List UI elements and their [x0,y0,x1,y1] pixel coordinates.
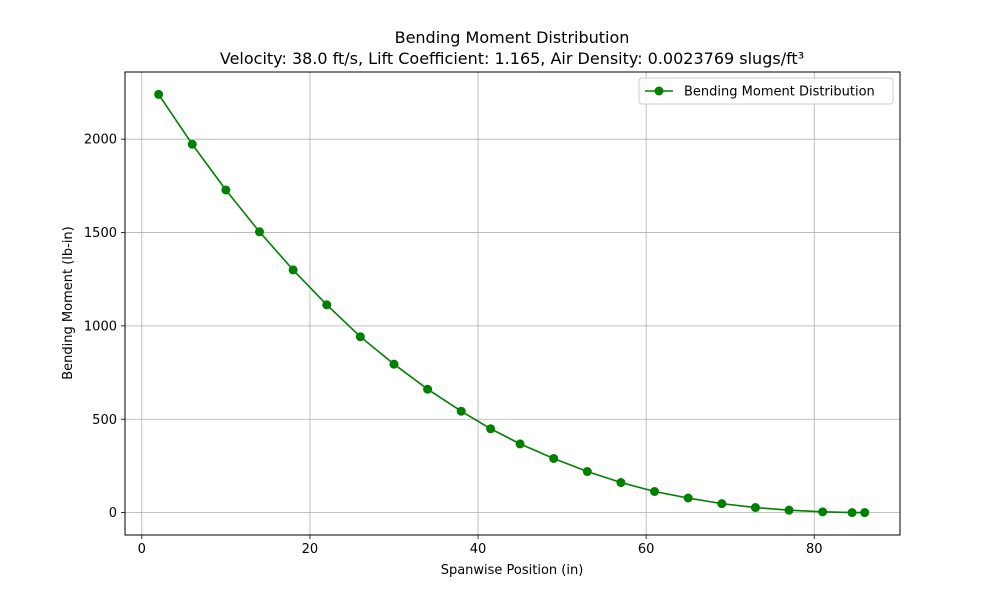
data-point [221,185,231,195]
x-tick-label: 40 [470,542,487,557]
x-tick-label: 60 [638,542,655,557]
legend-entry-label: Bending Moment Distribution [684,85,875,100]
data-point [650,487,660,497]
data-point [515,439,525,449]
grid [125,72,900,535]
data-point [355,332,365,342]
data-point [486,424,496,434]
y-axis-label: Bending Moment (lb-in) [61,226,76,380]
data-point [423,384,433,394]
x-tick-label: 20 [302,542,319,557]
legend-box [638,77,894,105]
axis-ticks: 0 20 40 60 80 0 500 1000 1500 2000 [84,133,823,557]
x-tick-label: 0 [138,542,146,557]
y-tick-label: 1000 [84,319,117,334]
data-point [187,139,197,149]
data-point [784,505,794,515]
plot-frame [124,71,901,536]
legend: Bending Moment Distribution [638,77,894,105]
data-point [847,508,857,518]
y-tick-label: 2000 [84,133,117,148]
x-tick-label: 80 [806,542,823,557]
y-tick-label: 0 [109,506,117,521]
data-point [818,507,828,517]
data-point [549,453,559,463]
data-point [254,227,264,237]
x-axis-label: Spanwise Position (in) [441,563,584,578]
chart-subtitle: Velocity: 38.0 ft/s, Lift Coefficient: 1… [220,49,804,68]
data-point [750,503,760,513]
y-tick-label: 500 [92,413,117,428]
data-point [683,493,693,503]
legend-marker-sample [654,86,664,96]
chart-title: Bending Moment Distribution [395,28,630,47]
data-point [616,478,626,488]
data-point [322,300,332,310]
data-point [389,359,399,369]
data-point [288,265,298,275]
y-tick-label: 1500 [84,226,117,241]
data-point [456,406,466,416]
data-point [717,499,727,509]
plot-series [154,89,870,518]
data-point [154,89,164,99]
data-point [860,508,870,518]
data-point [582,467,592,477]
